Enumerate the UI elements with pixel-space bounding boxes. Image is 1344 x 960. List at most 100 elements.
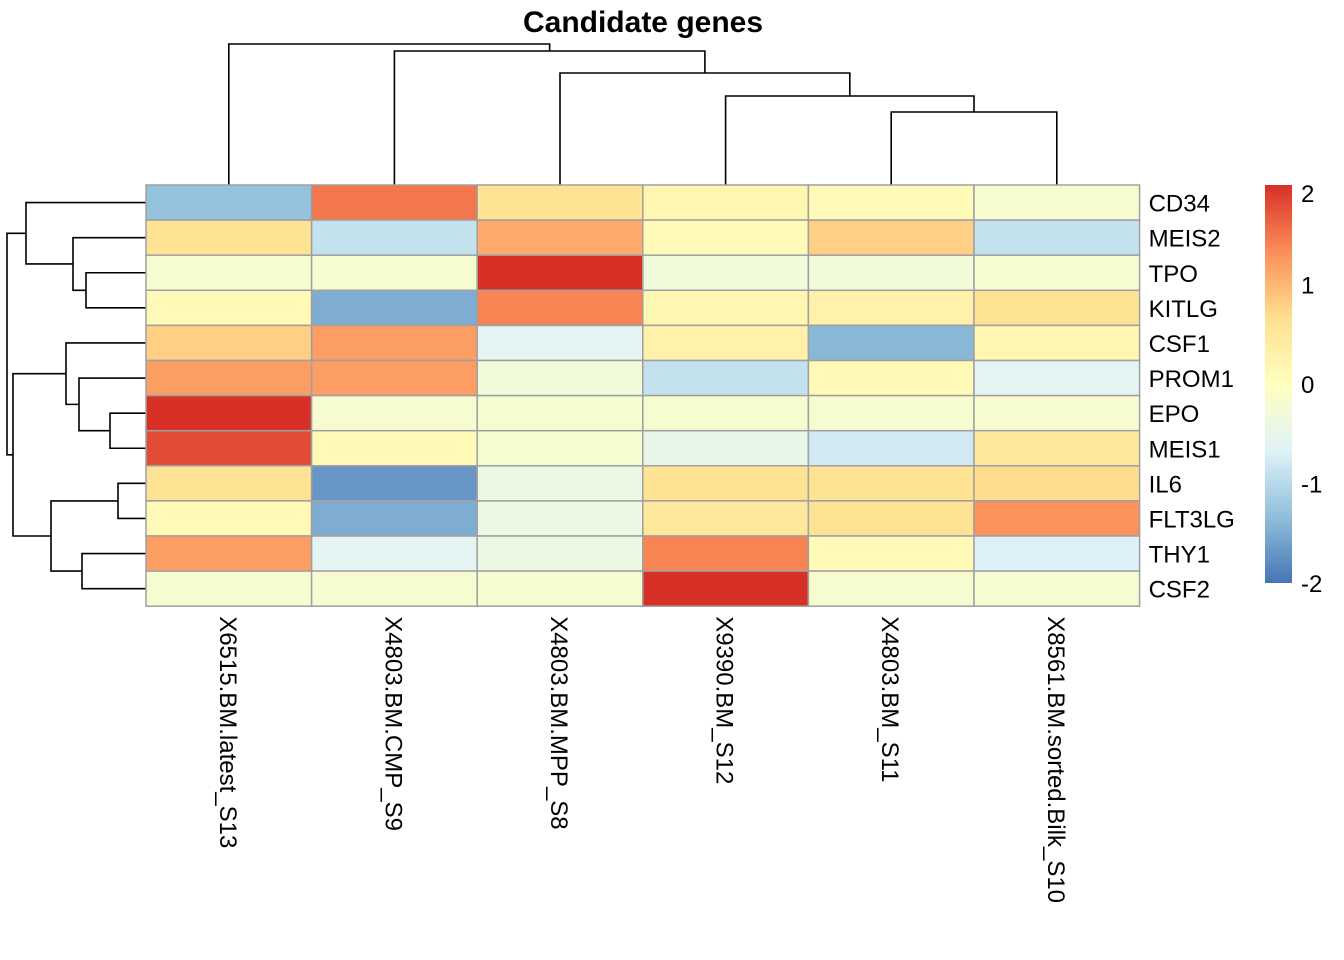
heatmap-cell <box>145 429 313 467</box>
heatmap-cell <box>310 394 478 432</box>
heatmap-cell <box>145 184 313 221</box>
heatmap-cell <box>973 570 1141 607</box>
heatmap-cell <box>642 500 810 537</box>
heatmap-cell <box>973 254 1141 292</box>
dendrogram-link <box>25 201 146 265</box>
heatmap-cell <box>310 500 478 537</box>
heatmap-cell <box>310 465 478 502</box>
legend-tick-label: 1 <box>1301 273 1314 300</box>
legend-tick-label: 0 <box>1301 372 1314 399</box>
dendrogram-link <box>65 342 146 406</box>
heatmap-cell <box>642 254 810 292</box>
heatmap-cell <box>476 394 644 432</box>
heatmap-cell <box>642 359 810 397</box>
heatmap-cell <box>807 184 975 221</box>
heatmap-cell <box>310 535 478 572</box>
dendrogram-link <box>78 377 146 432</box>
heatmap-cell <box>310 359 478 397</box>
heatmap-cell <box>476 359 644 397</box>
color-legend: 2 1 0 -1 -2 <box>1265 181 1322 598</box>
heatmap-cell <box>145 289 313 327</box>
heatmap-cell <box>476 535 644 572</box>
row-label: CD34 <box>1149 191 1210 218</box>
heatmap-cell <box>476 289 644 327</box>
heatmap-cell <box>973 535 1141 572</box>
heatmap-cell <box>145 570 313 607</box>
row-label: MEIS1 <box>1149 436 1221 463</box>
heatmap-cell <box>145 535 313 572</box>
heatmap-cell <box>807 394 975 432</box>
heatmap-cell <box>973 184 1141 221</box>
heatmap-cell <box>145 465 313 502</box>
heatmap-cell <box>145 359 313 397</box>
heatmap-cell <box>807 254 975 292</box>
row-labels: CD34 MEIS2 TPO KITLG CSF1 PROM1 EPO MEIS1 IL6 FLT… <box>1149 191 1235 604</box>
legend-tick-label: -1 <box>1301 472 1322 499</box>
heatmap-cells <box>145 184 1141 607</box>
heatmap-cell <box>642 394 810 432</box>
legend-tick-label: 2 <box>1301 181 1314 208</box>
heatmap-cell <box>476 219 644 256</box>
heatmap-cell <box>642 570 810 607</box>
heatmap-cell <box>310 289 478 327</box>
dendrogram-link <box>85 271 146 309</box>
heatmap-cell <box>807 219 975 256</box>
dendrogram-link <box>559 72 851 185</box>
dendrogram-link <box>117 482 146 520</box>
row-label: FLT3LG <box>1149 506 1235 533</box>
heatmap-cell <box>476 570 644 607</box>
heatmap-cell <box>642 289 810 327</box>
heatmap-cell <box>973 394 1141 432</box>
column-dendrogram <box>228 43 1058 185</box>
column-label: X4803.BM.MPP_S8 <box>545 616 572 829</box>
row-label: IL6 <box>1149 471 1182 498</box>
heatmap-cell <box>973 429 1141 467</box>
legend-tick-label: -2 <box>1301 571 1322 598</box>
dendrogram-link <box>724 95 975 185</box>
heatmap-cell <box>807 359 975 397</box>
row-label: EPO <box>1149 401 1200 428</box>
heatmap-cell <box>642 429 810 467</box>
heatmap-cell <box>973 289 1141 327</box>
row-label: KITLG <box>1149 296 1218 323</box>
heatmap-cell <box>807 289 975 327</box>
heatmap-cell <box>807 429 975 467</box>
heatmap-cell <box>642 219 810 256</box>
row-dendrogram <box>6 201 146 590</box>
heatmap-cell <box>476 500 644 537</box>
heatmap-cell <box>310 184 478 221</box>
heatmap-cell <box>310 219 478 256</box>
heatmap-cell <box>310 429 478 467</box>
heatmap-cell <box>973 359 1141 397</box>
heatmap-cell <box>807 570 975 607</box>
row-label: MEIS2 <box>1149 226 1221 253</box>
heatmap-cell <box>310 254 478 292</box>
heatmap-cell <box>310 324 478 362</box>
column-label: X6515.BM.latest_S13 <box>214 616 241 848</box>
heatmap-cell <box>973 500 1141 537</box>
heatmap-cell <box>476 254 644 292</box>
heatmap-cell <box>642 324 810 362</box>
heatmap-cell <box>476 429 644 467</box>
heatmap-cell <box>145 500 313 537</box>
dendrogram-link <box>393 50 706 185</box>
heatmap-cell <box>145 254 313 292</box>
dendrogram-link <box>81 552 146 590</box>
heatmap-cell <box>973 324 1141 362</box>
row-label: CSF1 <box>1149 331 1210 358</box>
heatmap-cell <box>642 184 810 221</box>
heatmap-cell <box>807 324 975 362</box>
heatmap-cell <box>807 535 975 572</box>
heatmap-cell <box>642 465 810 502</box>
heatmap-cell <box>145 324 313 362</box>
dendrogram-link <box>228 43 551 185</box>
chart-title: Candidate genes <box>523 6 763 39</box>
legend-color-bar <box>1265 185 1292 583</box>
column-label: X4803.BM.CMP_S9 <box>379 616 406 831</box>
dendrogram-link <box>72 236 146 292</box>
row-label: CSF2 <box>1149 577 1210 604</box>
row-label: PROM1 <box>1149 366 1234 393</box>
heatmap-cell <box>807 500 975 537</box>
column-labels: X6515.BM.latest_S13 X4803.BM.CMP_S9 X4803.… <box>214 616 1069 903</box>
